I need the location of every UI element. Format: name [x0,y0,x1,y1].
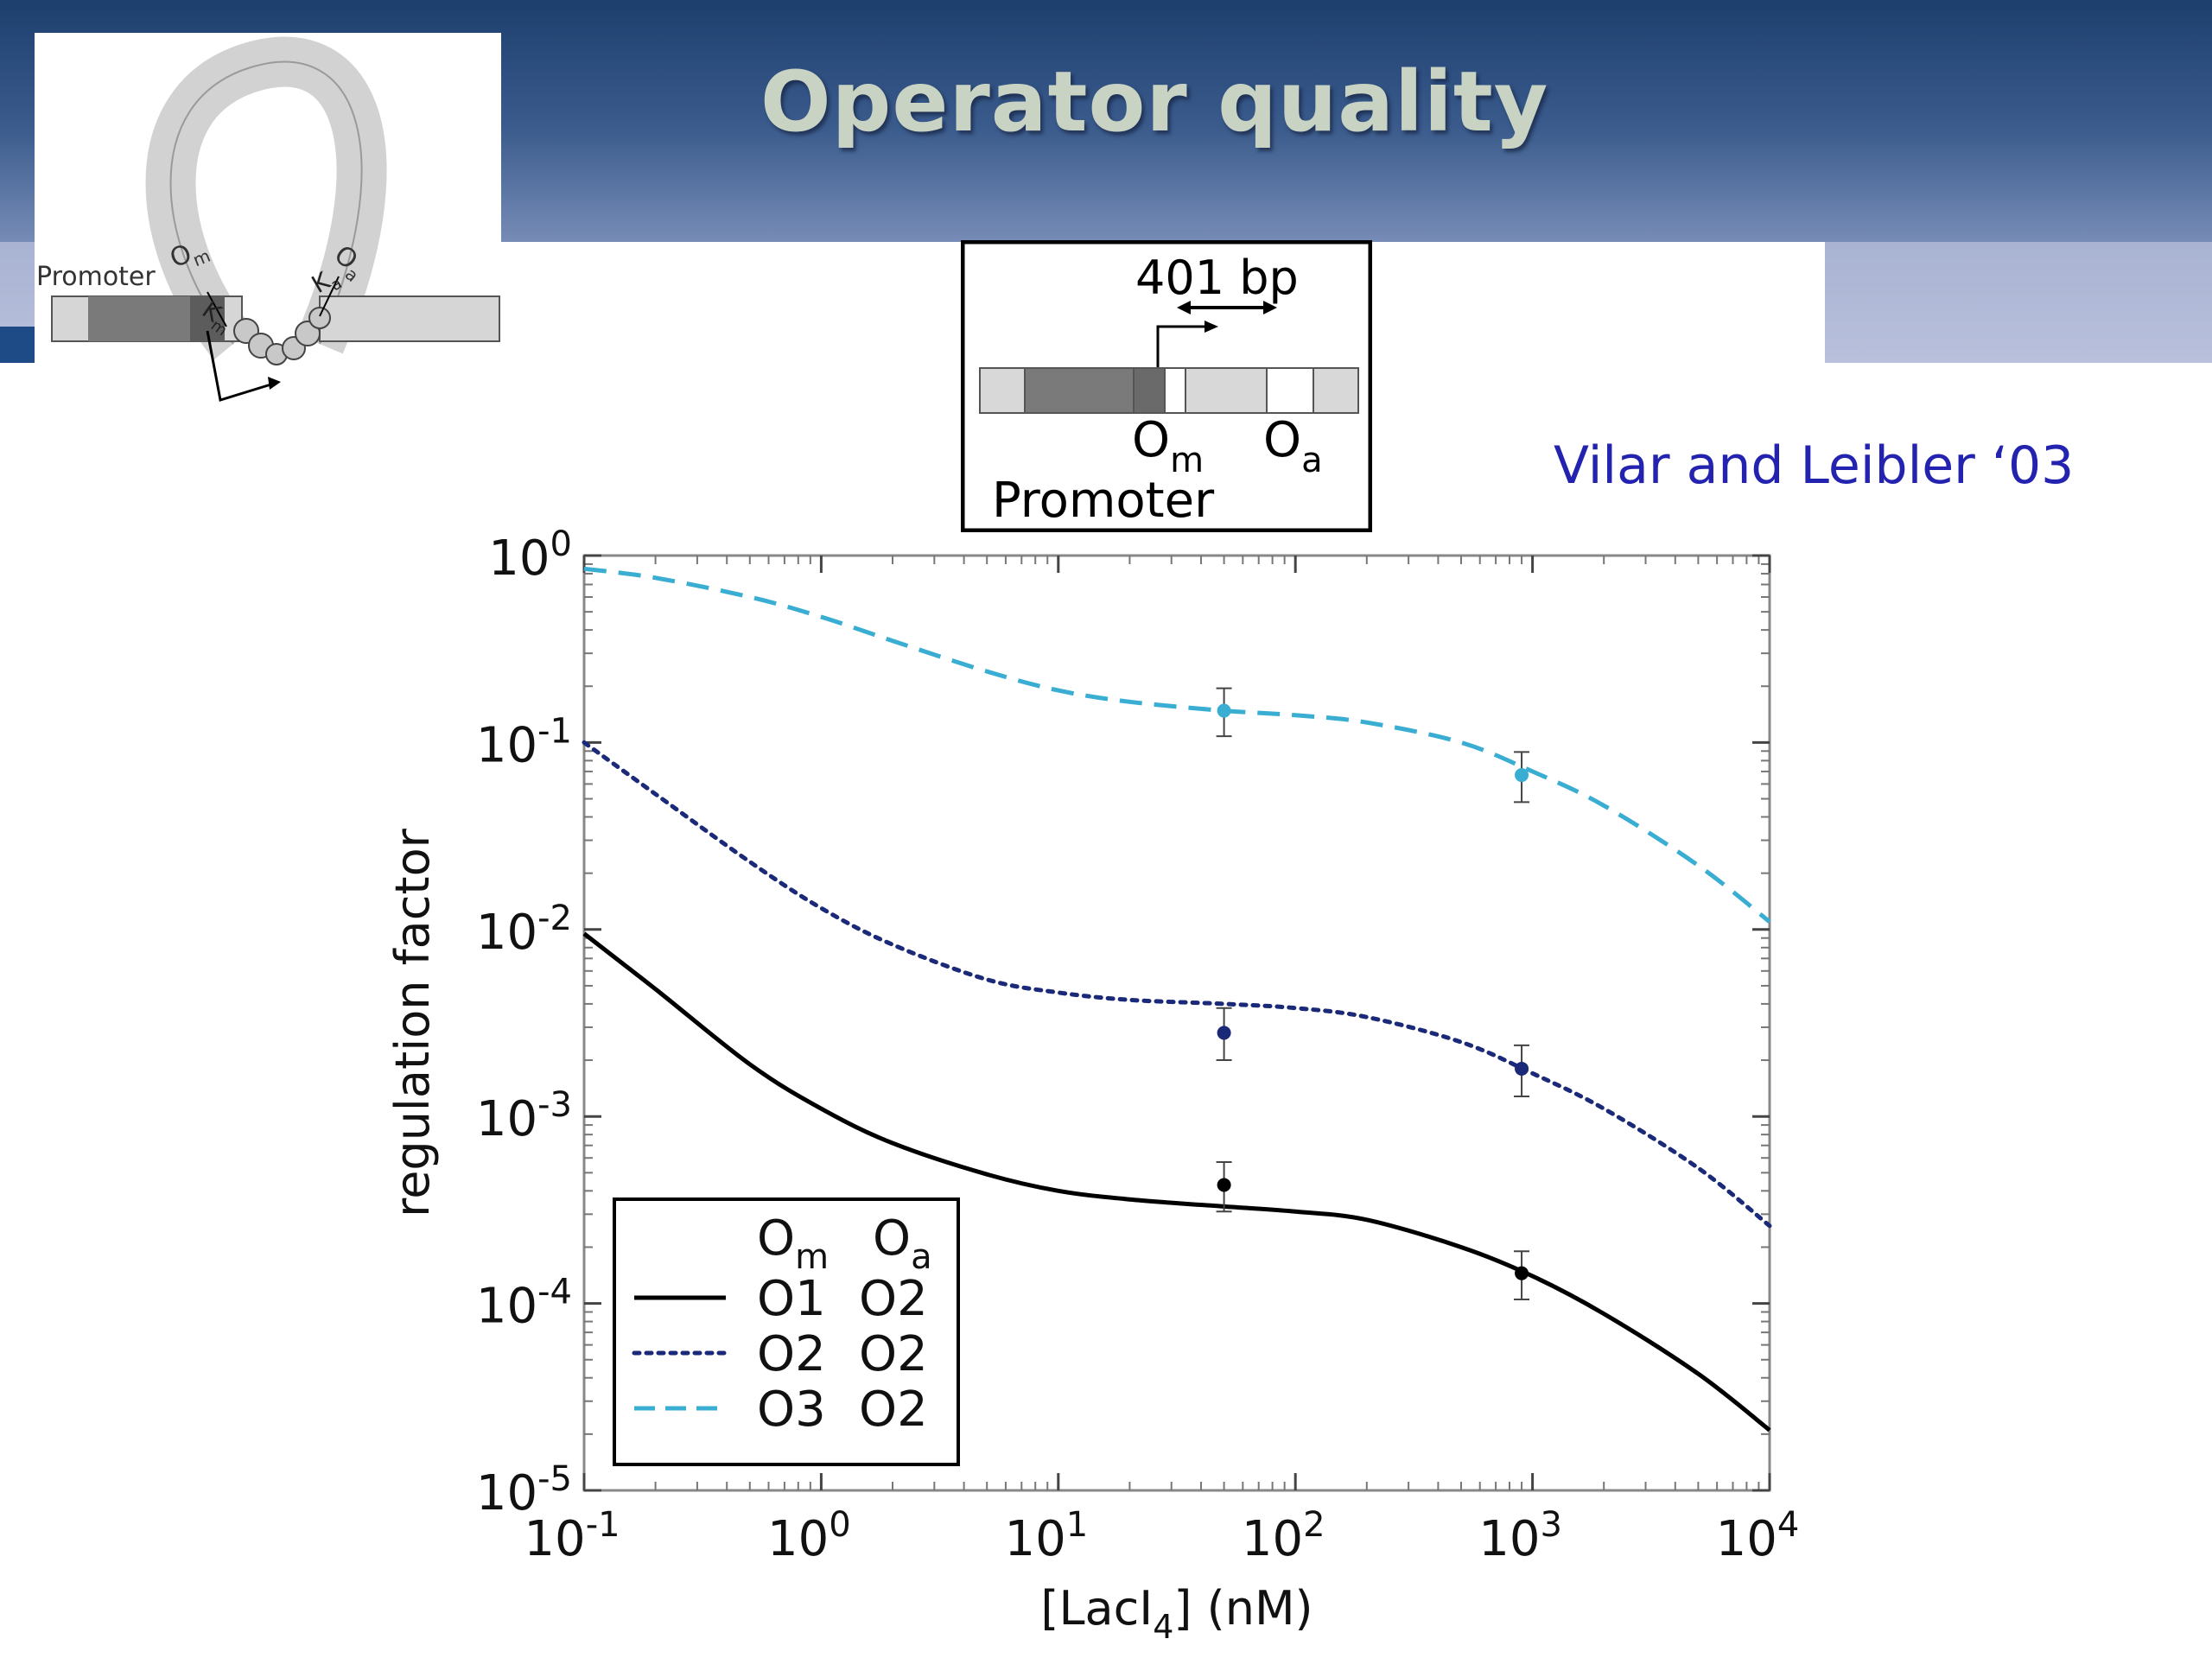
data-marker [1217,1178,1231,1192]
legend-header-oa: Oa [873,1210,932,1277]
dna-right-arm [319,295,500,342]
transcription-arrow [206,330,277,402]
series-line-dashed [583,566,1771,924]
y-tick-label: 10-5 [476,1459,572,1521]
minor-ticks [584,556,1770,1490]
ka-arrow [319,276,340,317]
legend-om-value: O2 [757,1326,826,1382]
legend-om-value: O1 [757,1271,826,1327]
series-line-dotted [582,740,1772,1229]
data-point [1514,1044,1530,1097]
y-axis-label: regulation factor [385,828,440,1217]
data-marker [1515,1061,1529,1076]
data-point [1216,687,1232,738]
data-marker [1515,1266,1529,1280]
y-tick-label: 10-4 [476,1273,572,1335]
construct-spacer [1164,367,1186,414]
major-ticks [582,554,1771,1492]
data-point [1216,1161,1232,1213]
x-tick-label: 102 [1242,1505,1325,1567]
y-tick-label: 100 [488,524,572,587]
dna-loop-diagram: Promoter Om Oa Km Ka [35,33,501,404]
construct-om-label: Om [1132,412,1204,480]
construct-oa-site [1266,367,1314,414]
data-marker [1515,768,1529,783]
construct-om-site [1133,367,1166,414]
y-tick-label: 10-2 [476,899,572,961]
data-points-layer [1216,687,1530,1301]
construct-promoter-label: Promoter [992,473,1215,529]
distance-label: 401 bp [1135,251,1299,305]
data-point [1514,1250,1530,1301]
legend-om-value: O3 [757,1382,826,1438]
loop-promoter-label: Promoter [36,262,156,292]
x-tick-labels: 10-1 100 101 102 103 104 [524,1505,1799,1567]
series-layer [582,566,1772,1432]
transcription-arrowhead [268,377,281,390]
x-tick-label: 10-1 [524,1505,620,1567]
x-tick-label: 101 [1004,1505,1088,1567]
legend-oa-value: O2 [859,1271,928,1327]
data-marker [1217,1026,1231,1040]
y-tick-labels: 100 10-1 10-2 10-3 10-4 10-5 [476,524,572,1521]
series-line-solid [582,931,1771,1432]
y-tick-label: 10-1 [476,711,572,773]
legend-header-om: Om [757,1210,829,1277]
x-tick-label: 104 [1716,1505,1800,1567]
distance-arrowhead-left [1177,301,1191,314]
x-tick-label: 103 [1478,1505,1562,1567]
legend-oa-value: O2 [859,1326,928,1382]
legend-frame [613,1197,960,1466]
plot-area [582,554,1771,1492]
construct-diagram: 401 bp Om Oa Promoter [961,240,1372,532]
repressor-protein [233,307,331,365]
y-tick-label: 10-3 [476,1085,572,1147]
citation: Vilar and Leibler ‘03 [1554,435,2075,496]
tss-arrowhead [1205,321,1218,333]
slide-title: Operator quality [760,54,1549,150]
legend-oa-value: O2 [859,1382,928,1438]
data-point [1216,1007,1232,1062]
tss-arrow [1156,325,1211,368]
distance-arrowhead-right [1263,301,1277,314]
data-point [1514,751,1530,804]
x-axis-label: [LacI4] (nM) [1040,1581,1313,1646]
plot-frame [582,554,1771,1492]
dna-loop-outline [169,60,363,345]
x-tick-label: 100 [767,1505,851,1567]
data-marker [1217,703,1231,718]
construct-oa-label: Oa [1263,412,1323,480]
km-arrow [207,291,227,327]
